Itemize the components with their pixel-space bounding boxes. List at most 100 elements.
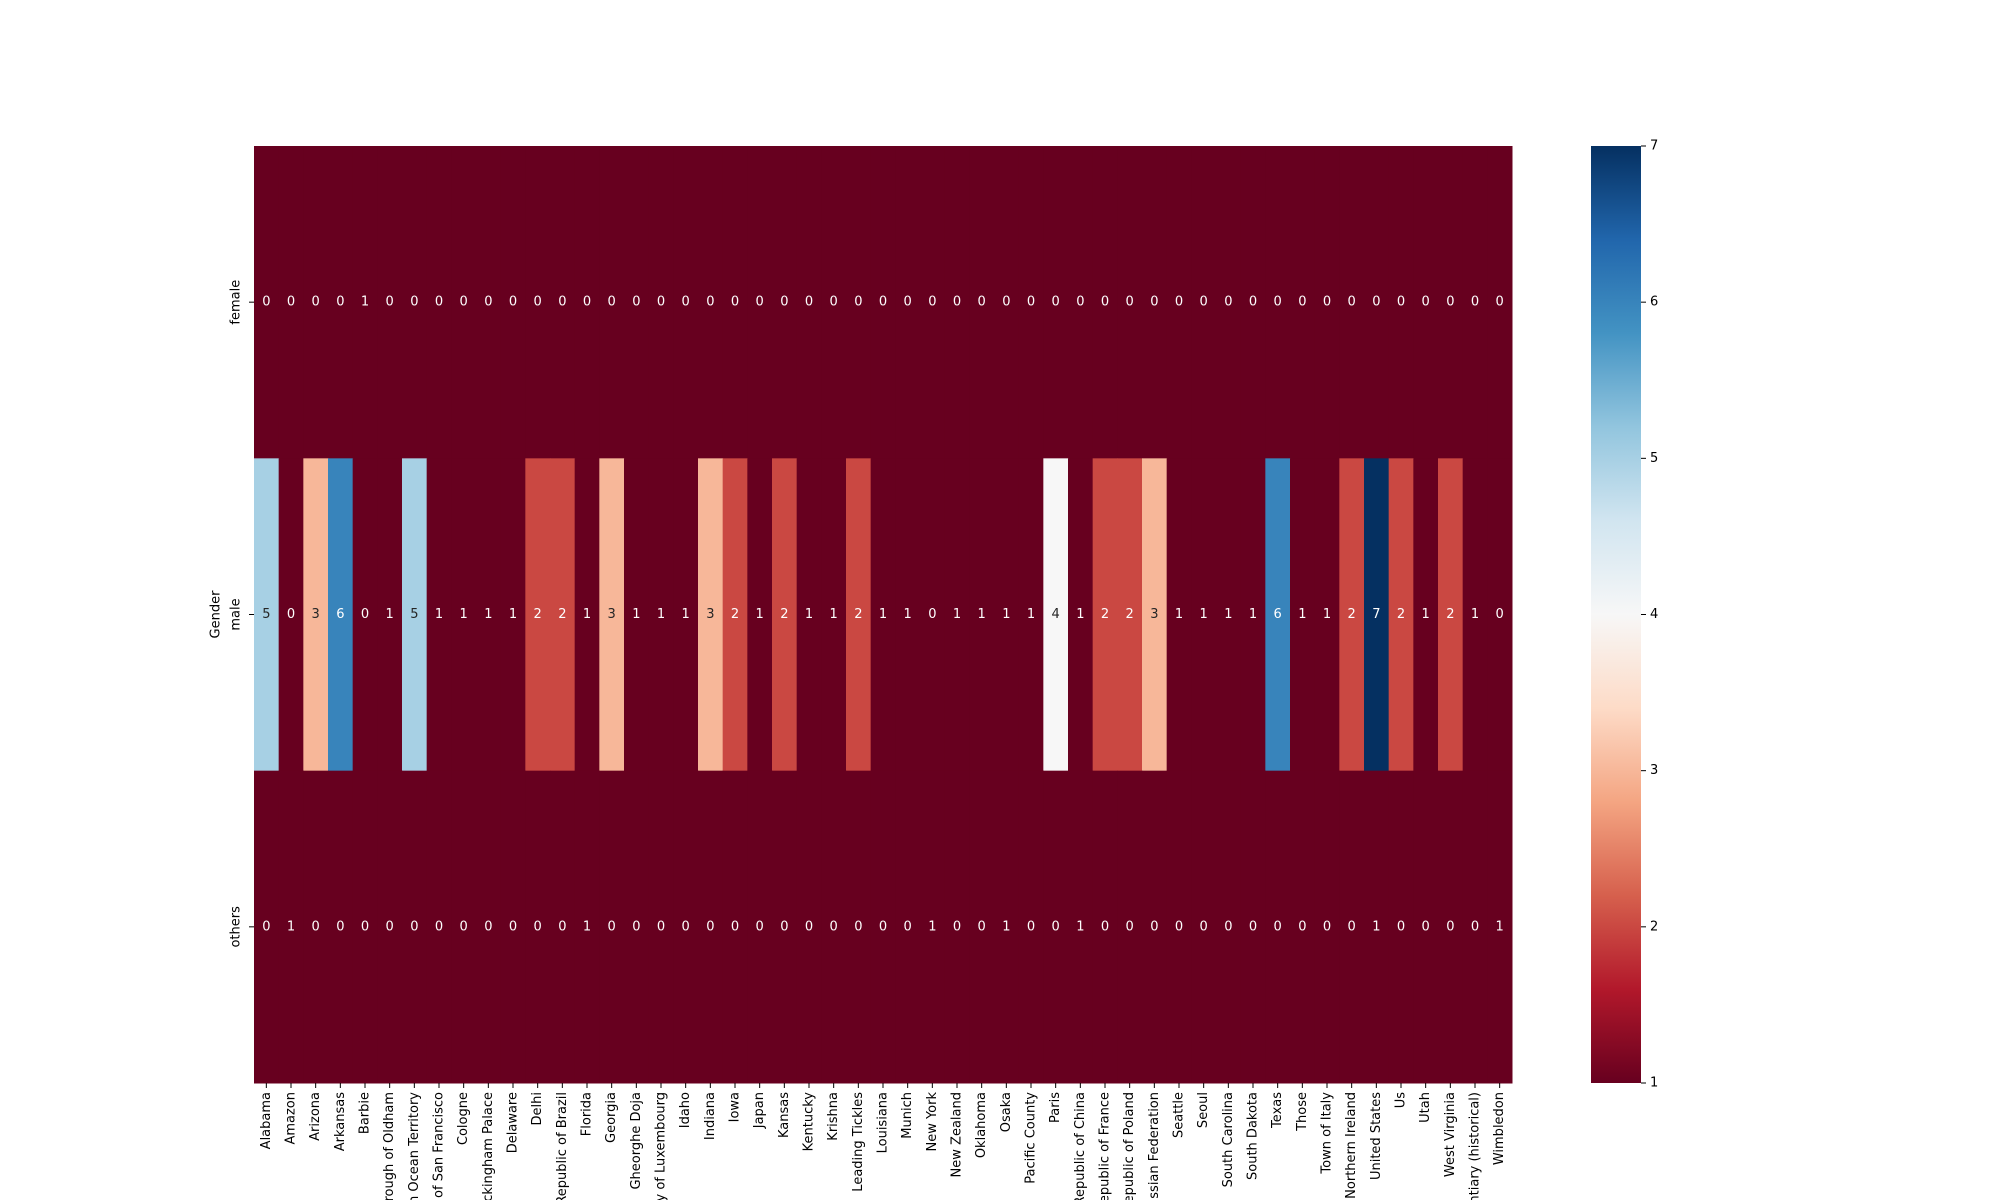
cell-label: 3	[312, 607, 320, 622]
heatmap-cell	[624, 458, 650, 772]
cell-label: 1	[830, 607, 838, 622]
x-tick-label: ny of Luxembourg	[654, 1092, 669, 1200]
heatmap-cell	[500, 770, 526, 1084]
heatmap-cell	[426, 146, 452, 459]
cell-label: 1	[484, 607, 492, 622]
x-tick-label: Arizona	[308, 1092, 323, 1141]
x-tick-label: South Dakota	[1246, 1092, 1261, 1180]
cell-label: 0	[336, 919, 344, 934]
heatmap-cell	[599, 770, 625, 1084]
cell-label: 1	[361, 295, 369, 310]
heatmap-cell	[1240, 770, 1266, 1084]
heatmap-cell	[624, 146, 650, 459]
cell-label: 0	[1200, 295, 1208, 310]
cell-label: 0	[1076, 295, 1084, 310]
heatmap-cell	[870, 146, 896, 459]
cell-label: 0	[1397, 919, 1405, 934]
cell-label: 0	[756, 295, 764, 310]
cell-label: 0	[1323, 295, 1331, 310]
cell-label: 0	[756, 919, 764, 934]
cell-label: 1	[1422, 607, 1430, 622]
heatmap-cell	[1142, 146, 1168, 459]
heatmap-cell	[352, 458, 378, 772]
heatmap-cell	[426, 770, 452, 1084]
heatmap-cell	[1290, 770, 1316, 1084]
heatmap-cell	[254, 770, 280, 1084]
x-tick-label: Krishna	[826, 1092, 841, 1141]
heatmap-cell	[1191, 146, 1217, 459]
cell-label: 1	[435, 607, 443, 622]
cell-label: 5	[410, 607, 418, 622]
cell-label: 0	[731, 919, 739, 934]
heatmap-cell	[994, 146, 1020, 459]
cell-label: 0	[1397, 295, 1405, 310]
x-tick-label: ussian Federation	[1147, 1092, 1162, 1200]
cell-label: 0	[1496, 295, 1504, 310]
cell-label: 0	[1298, 295, 1306, 310]
heatmap-cell	[574, 770, 600, 1084]
cell-label: 0	[706, 919, 714, 934]
heatmap-cell	[673, 458, 699, 772]
x-tick-label: Osaka	[999, 1092, 1014, 1132]
heatmap-cell	[1092, 146, 1118, 459]
x-tick-label: Delhi	[530, 1092, 545, 1125]
heatmap-cell	[772, 146, 798, 459]
cell-label: 2	[1101, 607, 1109, 622]
cell-label: 0	[682, 919, 690, 934]
heatmap-cell	[550, 458, 576, 772]
x-tick-label: Gheorghe Doja	[629, 1092, 644, 1190]
cell-label: 1	[953, 607, 961, 622]
cell-label: 0	[1224, 919, 1232, 934]
cell-label: 1	[386, 607, 394, 622]
cell-label: 0	[1274, 919, 1282, 934]
cell-label: 0	[435, 295, 443, 310]
y-axis-label: Gender	[209, 590, 224, 639]
cell-label: 1	[1200, 607, 1208, 622]
x-tick-label: Pacific County	[1024, 1092, 1039, 1184]
heatmap-cell	[328, 458, 354, 772]
heatmap-cell	[994, 458, 1020, 772]
colorbar-tick-label: 4	[1650, 607, 1658, 622]
heatmap-cell	[870, 458, 896, 772]
heatmap-cell	[574, 458, 600, 772]
cell-label: 0	[682, 295, 690, 310]
cell-label: 0	[706, 295, 714, 310]
heatmap-cell	[1265, 146, 1291, 459]
heatmap-cell	[402, 770, 428, 1084]
heatmap-cell	[1290, 146, 1316, 459]
cell-label: 0	[1052, 919, 1060, 934]
heatmap-cell	[1438, 458, 1464, 772]
heatmap-cell	[278, 458, 304, 772]
heatmap-cell	[328, 770, 354, 1084]
heatmap-cell	[1240, 146, 1266, 459]
cell-label: 0	[780, 295, 788, 310]
cell-label: 0	[1422, 295, 1430, 310]
heatmap-cell	[1018, 770, 1044, 1084]
x-tick-label: Iowa	[728, 1092, 743, 1122]
cell-label: 1	[904, 607, 912, 622]
cell-label: 1	[1027, 607, 1035, 622]
heatmap-cell	[1413, 458, 1439, 772]
x-tick-label: uckingham Palace	[481, 1092, 496, 1200]
cell-label: 2	[780, 607, 788, 622]
heatmap-cell	[1339, 770, 1365, 1084]
cell-label: 0	[410, 295, 418, 310]
heatmap-cell	[402, 146, 428, 459]
x-tick-label: Delaware	[506, 1092, 521, 1153]
cell-label: 7	[1372, 607, 1380, 622]
cell-label: 0	[632, 295, 640, 310]
cell-label: 0	[262, 919, 270, 934]
x-tick-label: New Zealand	[950, 1092, 965, 1177]
cell-label: 0	[509, 295, 517, 310]
x-tick-label: United States	[1369, 1092, 1384, 1180]
cell-label: 0	[1052, 295, 1060, 310]
heatmap-cell	[1339, 146, 1365, 459]
colorbar-tick-label: 3	[1650, 763, 1658, 778]
x-tick-label: Alabama	[259, 1092, 274, 1149]
cell-label: 2	[1397, 607, 1405, 622]
x-tick-label: Oklahoma	[974, 1092, 989, 1158]
heatmap-cell	[303, 770, 329, 1084]
heatmap-cell	[944, 770, 970, 1084]
heatmap-cell	[944, 458, 970, 772]
heatmap-cell	[673, 146, 699, 459]
